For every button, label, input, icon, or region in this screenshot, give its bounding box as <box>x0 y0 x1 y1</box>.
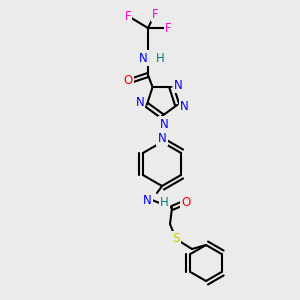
Text: N: N <box>174 79 183 92</box>
Text: O: O <box>124 74 133 86</box>
Text: N: N <box>180 100 189 113</box>
Text: O: O <box>182 196 190 208</box>
Text: F: F <box>152 8 158 20</box>
Text: S: S <box>172 232 180 245</box>
Text: N: N <box>139 52 148 64</box>
Text: N: N <box>158 131 166 145</box>
Text: H: H <box>160 196 169 208</box>
Text: F: F <box>165 22 171 34</box>
Text: N: N <box>135 96 144 110</box>
Text: H: H <box>156 52 165 64</box>
Text: N: N <box>160 118 168 130</box>
Text: N: N <box>143 194 152 206</box>
Text: F: F <box>125 10 131 22</box>
